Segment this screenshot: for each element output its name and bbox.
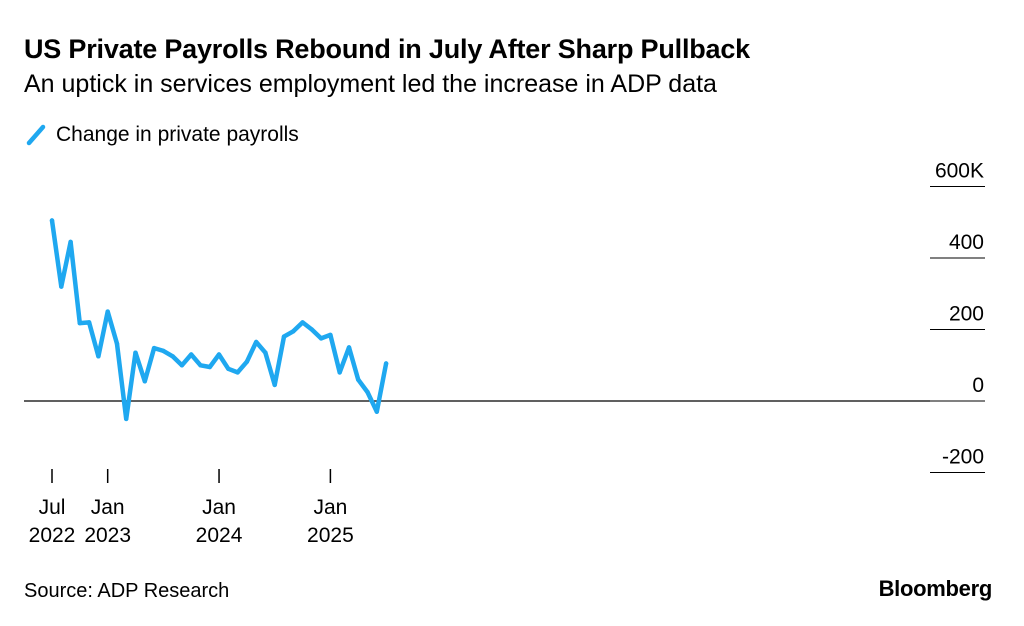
data-point <box>68 239 73 245</box>
chart-title: US Private Payrolls Rebound in July Afte… <box>24 34 751 64</box>
data-point <box>77 320 83 326</box>
x-tick-label-year: 2024 <box>196 524 243 547</box>
x-tick-label-year: 2025 <box>307 524 354 547</box>
data-point <box>244 359 250 364</box>
x-tick-label-month: Jan <box>91 496 125 519</box>
x-tick-label-month: Jan <box>202 496 236 519</box>
legend-label: Change in private payrolls <box>56 123 299 146</box>
source-note: Source: ADP Research <box>24 580 230 602</box>
data-point <box>216 352 222 357</box>
data-point <box>170 354 175 359</box>
data-point <box>124 416 129 422</box>
data-point <box>59 284 64 289</box>
series-line-change-in-private-payrolls <box>49 218 389 422</box>
x-axis: Jul 2022 Jan 2023 Jan 2024 Jan 2025 <box>29 469 354 547</box>
data-point <box>161 348 166 354</box>
data-point <box>309 327 314 332</box>
data-point <box>105 309 110 314</box>
data-point <box>365 389 370 395</box>
legend: Change in private payrolls <box>24 122 299 148</box>
data-point <box>179 363 185 368</box>
data-point <box>337 370 342 375</box>
x-tick-label-month: Jul <box>39 496 66 519</box>
y-tick-label: -200 <box>942 446 984 469</box>
legend-line-icon <box>26 124 46 146</box>
data-point <box>272 382 277 388</box>
data-point <box>318 336 324 341</box>
x-tick-label-year: 2023 <box>84 524 131 547</box>
data-point <box>356 377 361 382</box>
y-tick-label: 600K <box>935 160 984 183</box>
y-tick-label: 200 <box>949 303 984 326</box>
data-point <box>300 320 305 325</box>
series-points <box>49 218 389 422</box>
data-point <box>383 361 389 366</box>
data-point <box>198 363 203 368</box>
data-point <box>281 334 287 339</box>
data-point <box>263 350 268 355</box>
y-tick-label: 400 <box>949 231 984 254</box>
data-point <box>96 354 101 359</box>
data-point <box>86 320 92 325</box>
data-point <box>291 329 296 334</box>
data-point <box>151 345 157 351</box>
y-tick-label: 0 <box>972 374 984 397</box>
data-point <box>114 341 120 346</box>
x-tick-label-month: Jan <box>313 496 347 519</box>
data-point <box>346 345 352 350</box>
bloomberg-logo: Bloomberg <box>878 576 993 601</box>
y-axis: 600K 400 200 0 -200 <box>930 160 985 473</box>
data-point <box>189 352 194 357</box>
data-point <box>226 366 231 371</box>
data-point <box>207 364 212 370</box>
data-point <box>328 332 333 338</box>
x-tick-label-year: 2022 <box>29 524 76 547</box>
data-point <box>133 350 138 355</box>
data-point <box>49 218 55 223</box>
data-point <box>235 370 240 375</box>
data-point <box>142 379 147 384</box>
chart-subtitle: An uptick in services employment led the… <box>24 70 717 98</box>
data-point <box>254 339 259 345</box>
data-point <box>374 409 379 414</box>
